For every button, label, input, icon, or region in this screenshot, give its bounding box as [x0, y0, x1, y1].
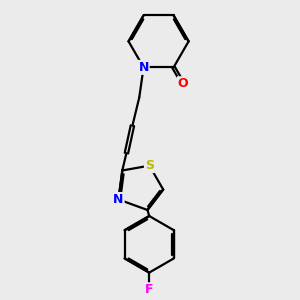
Text: N: N — [113, 193, 124, 206]
Text: N: N — [138, 61, 149, 74]
Text: S: S — [145, 159, 154, 172]
Text: F: F — [145, 283, 154, 296]
Text: O: O — [178, 77, 188, 90]
